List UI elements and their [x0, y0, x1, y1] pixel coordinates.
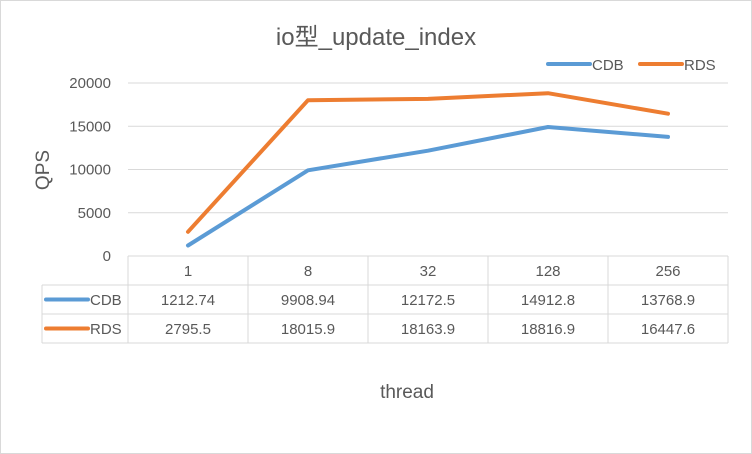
y-tick-label: 15000: [69, 118, 111, 135]
y-tick-label: 0: [103, 248, 111, 265]
data-label: 18015.9: [281, 321, 335, 338]
y-axis-ticks: 0 5000 10000 15000 20000: [69, 75, 111, 265]
data-table: 1 8 32 128 256 CDB 1212.74 9908.94 12172.5 14912.…: [41, 255, 729, 344]
x-tick-label: 256: [655, 263, 680, 280]
x-axis-label: thread: [380, 382, 434, 403]
x-tick-label: 8: [304, 263, 312, 280]
legend-label: RDS: [684, 57, 716, 74]
series-line-cdb: [186, 125, 670, 248]
series-lines: [186, 91, 670, 248]
x-tick-label: 128: [535, 263, 560, 280]
chart-title: io型_update_index: [276, 24, 476, 51]
gridlines: [128, 82, 728, 214]
legend-label: CDB: [592, 57, 624, 74]
legend: CDB RDS: [546, 57, 716, 74]
data-label: 16447.6: [641, 321, 695, 338]
series-line-rds: [186, 91, 670, 234]
x-tick-label: 32: [420, 263, 437, 280]
table-series-name: CDB: [90, 292, 122, 309]
data-label: 2795.5: [165, 321, 211, 338]
table-series-name: RDS: [90, 321, 122, 338]
x-tick-label: 1: [184, 263, 192, 280]
data-label: 18163.9: [401, 321, 455, 338]
y-tick-label: 10000: [69, 162, 111, 179]
y-tick-label: 20000: [69, 75, 111, 92]
data-label: 18816.9: [521, 321, 575, 338]
y-axis-label: QPS: [33, 150, 54, 190]
data-label: 1212.74: [161, 292, 215, 309]
data-label: 12172.5: [401, 292, 455, 309]
y-tick-label: 5000: [78, 205, 111, 222]
data-label: 14912.8: [521, 292, 575, 309]
data-label: 13768.9: [641, 292, 695, 309]
data-label: 9908.94: [281, 292, 335, 309]
